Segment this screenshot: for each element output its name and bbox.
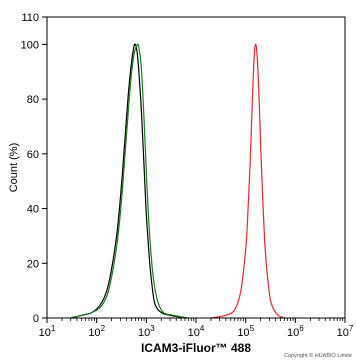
y-tick-label: 20 <box>27 258 39 270</box>
y-tick-label: 0 <box>33 313 39 325</box>
copyright-text: Copyright © HUABIO Limite <box>284 353 352 359</box>
plot-series <box>70 43 285 319</box>
x-axis: 101 102 103 104 105 106 107 <box>39 318 354 339</box>
y-axis: 0 20 40 60 80 100 110 <box>21 12 47 325</box>
x-tick-label: 106 <box>287 324 304 339</box>
y-tick-label: 100 <box>21 39 39 51</box>
y-tick-label: 60 <box>27 149 39 161</box>
x-tick-label: 107 <box>337 324 354 339</box>
x-axis-title: ICAM3-iFluor™ 488 <box>141 341 251 355</box>
series-line-2 <box>70 43 189 319</box>
series-line-3 <box>210 43 285 319</box>
y-tick-label: 80 <box>27 94 39 106</box>
x-tick-label: 104 <box>188 324 205 339</box>
x-tick-label: 101 <box>39 324 56 339</box>
x-tick-label: 105 <box>237 324 254 339</box>
series-line-1 <box>70 43 186 319</box>
y-axis-title: Count (%) <box>8 143 20 193</box>
y-tick-label: 110 <box>21 12 39 24</box>
x-tick-label: 102 <box>88 324 105 339</box>
y-tick-label: 40 <box>27 204 39 216</box>
plot-frame <box>46 16 346 319</box>
x-tick-label: 103 <box>138 324 155 339</box>
